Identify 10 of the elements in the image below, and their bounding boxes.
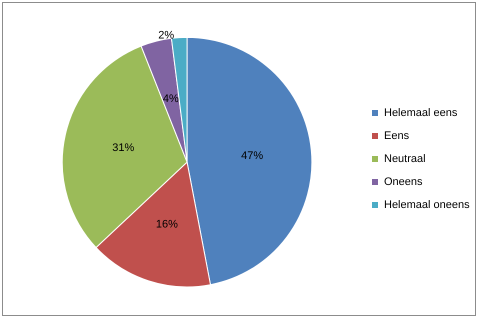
legend-label: Eens — [384, 130, 410, 142]
legend-label: Oneens — [384, 176, 424, 188]
legend-label: Helemaal oneens — [384, 199, 470, 211]
legend-label: Neutraal — [384, 153, 426, 165]
data-label: 16% — [156, 218, 178, 230]
data-label: 2% — [158, 30, 174, 42]
data-label: 31% — [112, 142, 134, 154]
legend-label: Helemaal eens — [384, 107, 458, 119]
data-label: 47% — [241, 150, 264, 162]
data-label: 4% — [162, 92, 179, 105]
